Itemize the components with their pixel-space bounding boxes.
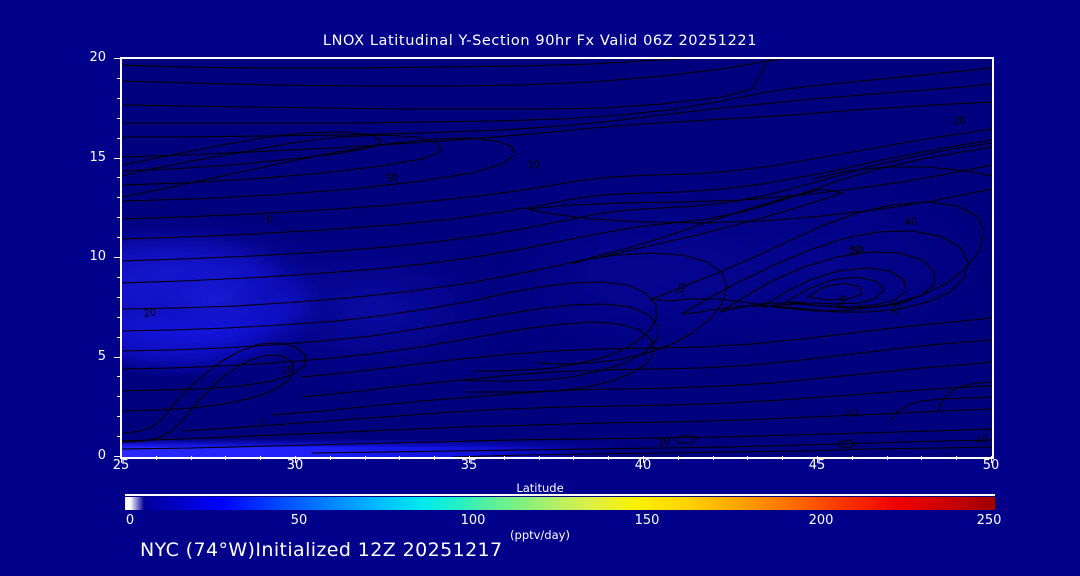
x-axis-minor-tick [225,456,227,460]
colorbar-tick-label: 150 [634,513,660,528]
x-axis-major-tick [121,456,122,463]
x-axis-minor-tick [921,456,923,460]
colorbar-tick-label: 50 [290,513,308,528]
x-axis-tick-label: 35 [460,458,478,473]
colorbar-units: (pptv/day) [510,528,570,542]
y-axis-tick-label: 20 [89,50,106,65]
colorbar-tick-label: 0 [125,513,135,528]
y-axis-minor-tick [117,276,121,278]
x-axis-title: Latitude [516,481,564,495]
colorbar-tick-label: 200 [808,513,834,528]
x-axis-minor-tick [747,456,749,460]
y-axis-major-tick [114,257,121,258]
y-axis-tick-label: 5 [97,348,106,364]
contour-lines [122,59,992,457]
x-axis-tick-label: 30 [286,458,304,473]
y-axis-minor-tick [117,316,121,318]
y-axis-minor-tick [117,217,121,219]
x-axis-minor-tick [538,456,540,460]
field-surface-strip-core [122,447,992,457]
figure-caption: NYC (74°W)Initialized 12Z 20251217 [140,539,503,561]
x-axis-minor-tick [712,456,714,460]
y-axis-minor-tick [117,237,121,239]
x-axis-major-tick [295,456,296,463]
x-axis-major-tick [991,456,992,463]
x-axis-minor-tick [956,456,958,460]
x-axis-minor-tick [677,456,679,460]
contour-label: 10 [280,364,294,377]
y-axis-minor-tick [117,197,121,199]
x-axis-minor-tick [782,456,784,460]
x-axis-minor-tick [503,456,505,460]
colorbar-top-rule [125,494,995,496]
contour-label: 20 [527,159,541,172]
x-axis-minor-tick [434,456,436,460]
y-axis-major-tick [114,157,121,159]
x-axis-minor-tick [190,456,192,460]
y-axis-tick-label: 15 [89,149,106,165]
x-axis-minor-tick [573,456,575,460]
y-axis-major-tick [114,356,121,358]
plot-area: 2010002030201020103050404050607060304020 [120,57,994,459]
colorbar-tick-label: 250 [976,513,1002,528]
x-axis-tick-label: 45 [808,458,826,473]
contour-label: 20 [952,115,966,128]
y-axis-minor-tick [117,77,121,79]
y-axis-minor-tick [117,97,121,99]
contour-label: 40 [845,408,859,421]
y-axis-minor-tick [117,416,121,418]
chart-title: LNOX Latitudinal Y-Section 90hr Fx Valid… [322,33,758,49]
y-axis-minor-tick [117,177,121,179]
x-axis-minor-tick [260,456,262,460]
x-axis-minor-tick [155,456,157,460]
x-axis-tick-label: 50 [982,458,1000,473]
x-axis-major-tick [643,456,644,463]
contour-label: 50 [851,245,865,258]
x-axis-minor-tick [608,456,610,460]
y-axis-minor-tick [117,436,121,438]
y-axis-tick-label: 10 [89,249,106,264]
y-axis-major-tick [114,456,121,457]
contour-label: 20 [142,307,158,320]
x-axis-tick-label: 25 [112,458,130,473]
contour-label: 0 [266,214,274,225]
y-axis-minor-tick [117,376,121,378]
y-axis-minor-tick [117,396,121,398]
y-axis-minor-tick [117,117,121,119]
x-axis-major-tick [469,456,470,463]
x-axis-minor-tick [851,456,853,460]
colorbar-gradient [125,497,995,510]
y-axis-minor-tick [117,296,121,298]
x-axis-minor-tick [329,456,331,460]
contour-label: 40 [975,434,989,447]
x-axis-minor-tick [399,456,401,460]
y-axis-tick-label: 0 [97,448,106,463]
x-axis-major-tick [817,456,818,463]
colorbar [125,494,995,510]
y-axis-minor-tick [117,137,121,139]
x-axis-minor-tick [364,456,366,460]
colorbar-tick-label: 100 [460,513,486,528]
x-axis-minor-tick [886,456,888,460]
x-axis-tick-label: 40 [634,458,652,473]
y-axis-minor-tick [117,336,121,338]
y-axis-major-tick [114,58,121,59]
